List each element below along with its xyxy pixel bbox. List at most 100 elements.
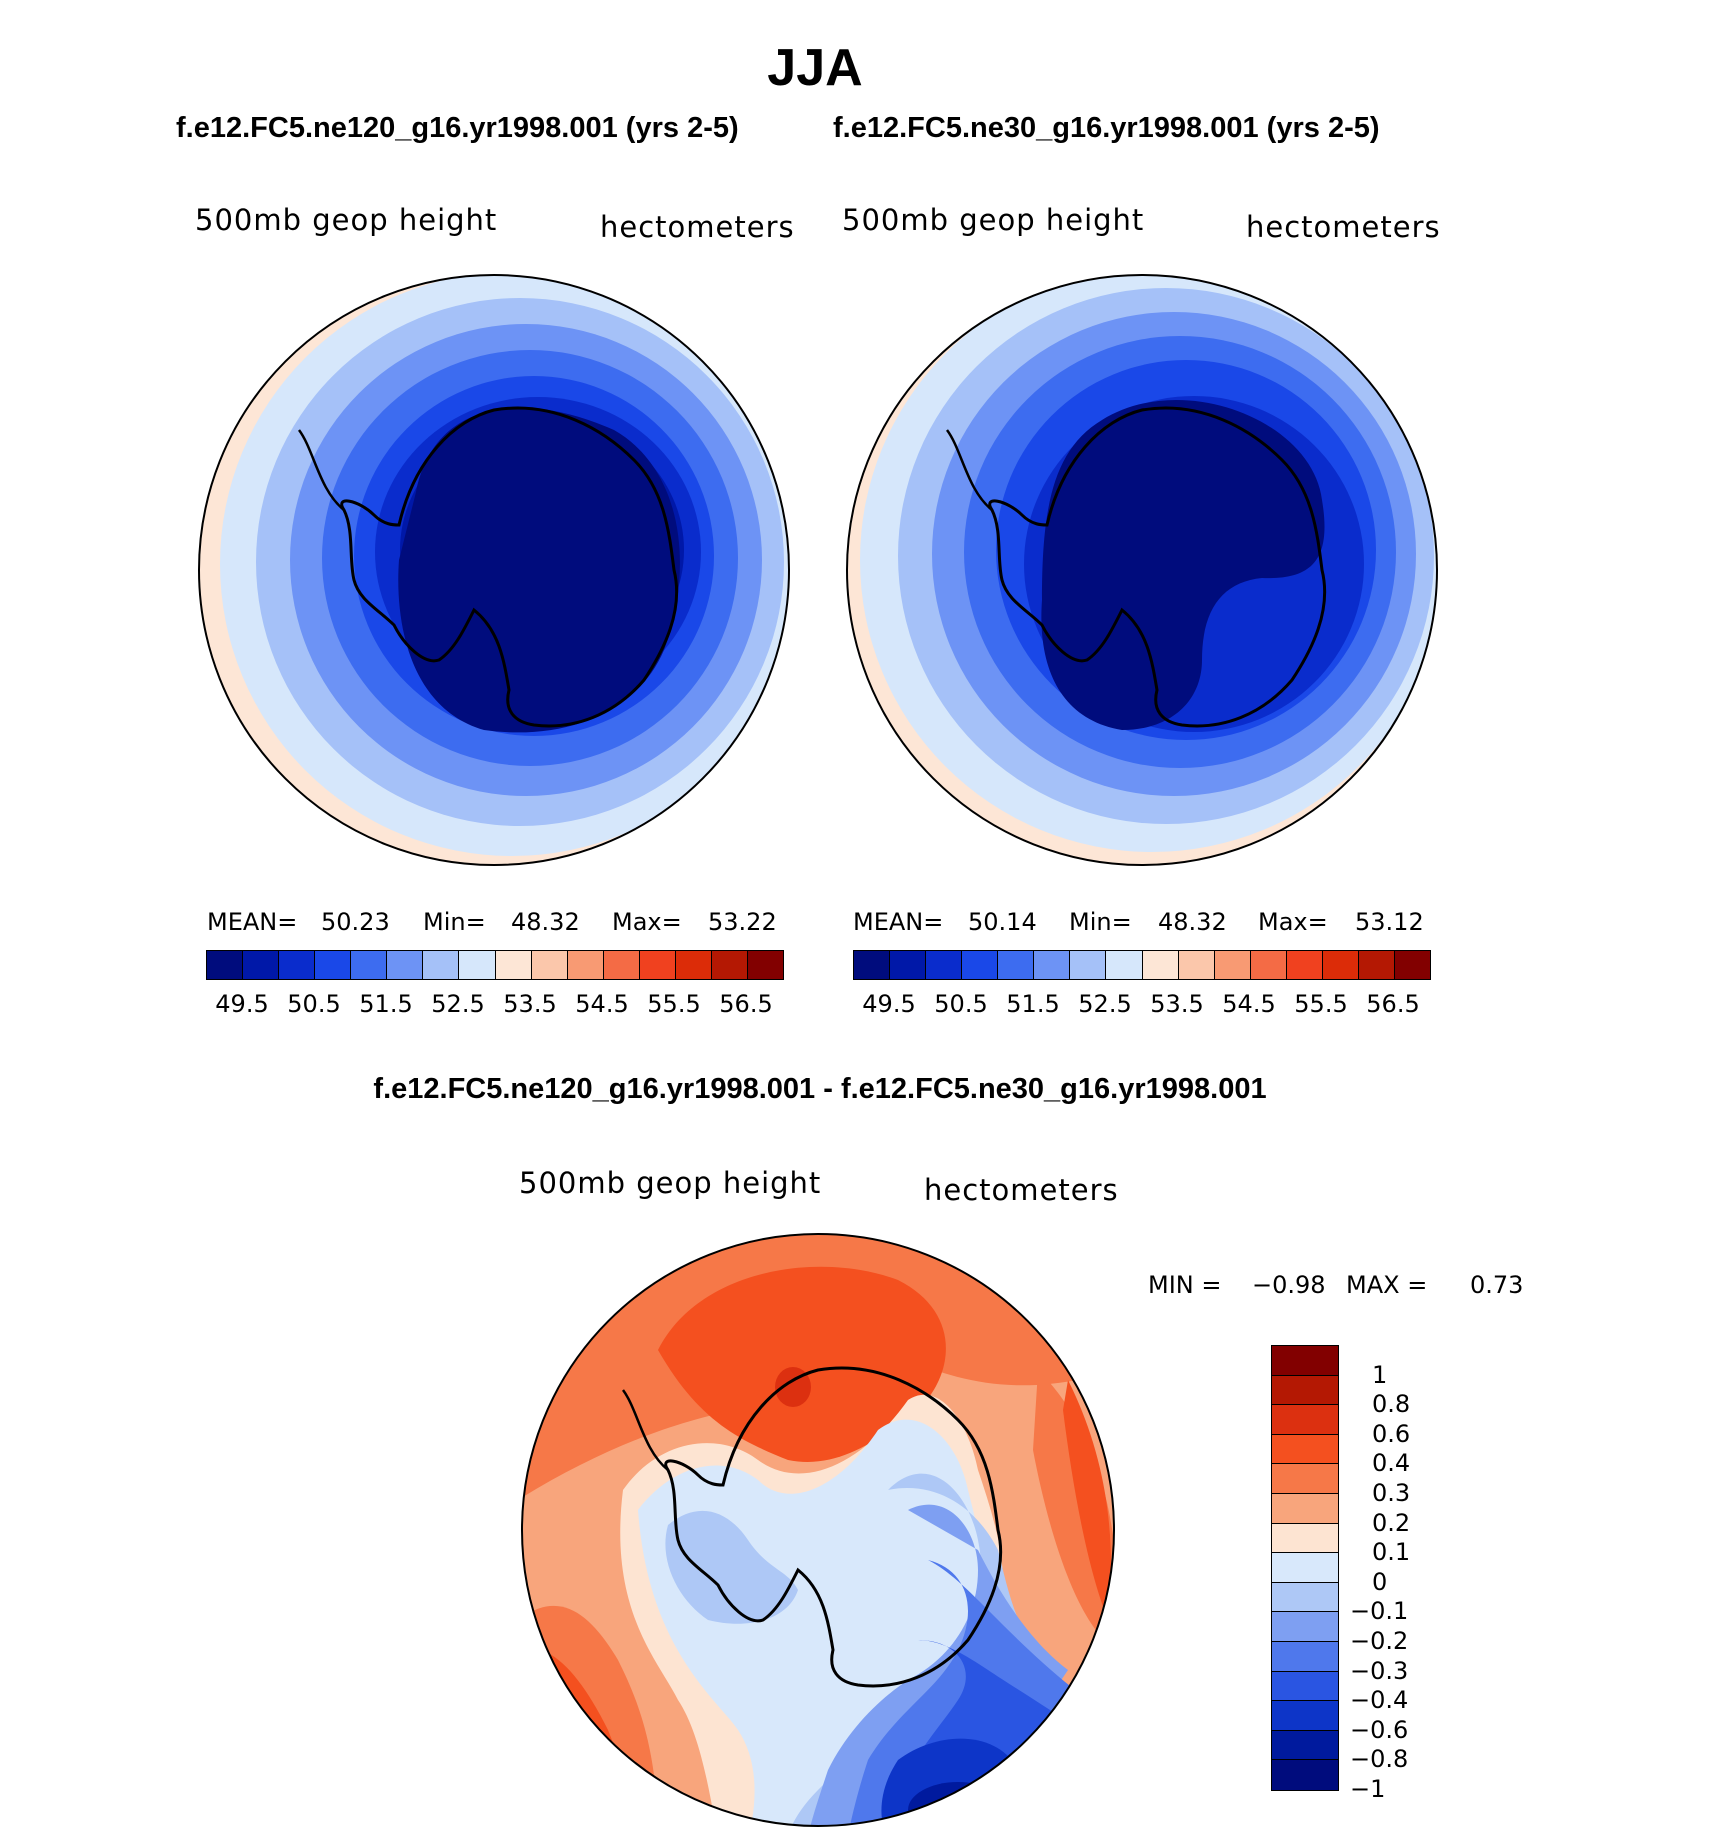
- panel1-max-label: Max=: [612, 908, 682, 936]
- colorbar-swatch: [495, 951, 532, 979]
- colorbar-swatch: [1214, 951, 1251, 979]
- core-region: [1041, 399, 1325, 731]
- colorbar-tick-label: 52.5: [431, 990, 485, 1018]
- colorbar-panel1: [206, 950, 784, 980]
- colorbar-tick-label: 49.5: [862, 990, 916, 1018]
- colorbar-swatch: [459, 951, 496, 979]
- colorbar-tick-label: 50.5: [934, 990, 988, 1018]
- colorbar-tick-label: 0.8: [1372, 1390, 1411, 1419]
- colorbar-panel2: [853, 950, 1431, 980]
- colorbar-swatch: [1250, 951, 1287, 979]
- colorbar-swatch: [1272, 1671, 1338, 1702]
- colorbar-tick-label: −0.1: [1350, 1597, 1409, 1626]
- colorbar-swatch: [351, 951, 388, 979]
- coastline: [988, 406, 1327, 728]
- peninsula: [297, 429, 345, 511]
- colorbar-swatch: [1272, 1641, 1338, 1672]
- colorbar-tick-label: 0.3: [1372, 1479, 1411, 1507]
- colorbar-tick-label: 53.5: [503, 990, 557, 1018]
- colorbar-swatch: [1286, 951, 1323, 979]
- panel1-mean-label: MEAN=: [207, 908, 298, 936]
- colorbar-swatch: [1272, 1464, 1338, 1494]
- colorbar-swatch: [711, 951, 748, 979]
- panel1-run-label: f.e12.FC5.ne120_g16.yr1998.001 (yrs 2-5): [176, 112, 739, 144]
- colorbar-tick-label: 0.6: [1372, 1419, 1411, 1448]
- colorbar-tick-label: 54.5: [1222, 990, 1276, 1018]
- panel1-max-value: 53.22: [708, 908, 777, 936]
- panel2-field-label: 500mb geop height: [842, 203, 1145, 237]
- colorbar-swatch: [243, 951, 280, 979]
- colorbar-swatch: [207, 951, 244, 979]
- coastline: [664, 1366, 1003, 1688]
- panel2-max-label: Max=: [1258, 908, 1328, 936]
- colorbar-swatch: [926, 951, 963, 979]
- panel2-min-label: Min=: [1069, 908, 1132, 936]
- figure-title: JJA: [767, 39, 863, 97]
- colorbar-tick-label: −0.3: [1350, 1656, 1409, 1685]
- diff-field-label: 500mb geop height: [519, 1166, 822, 1200]
- colorbar-tick-label: 0.4: [1372, 1449, 1411, 1478]
- contour: [665, 1510, 798, 1624]
- diff-min-label: MIN =: [1148, 1271, 1222, 1299]
- diff-max-label: MAX =: [1346, 1271, 1428, 1299]
- colorbar-swatch: [639, 951, 676, 979]
- colorbar-tick-label: −0.6: [1350, 1715, 1409, 1744]
- colorbar-tick-label: 1: [1372, 1360, 1388, 1389]
- colorbar-swatch: [315, 951, 352, 979]
- colorbar-swatch: [1272, 1493, 1338, 1524]
- panel1-min-label: Min=: [423, 908, 486, 936]
- panel2-units-label: hectometers: [1246, 210, 1441, 244]
- colorbar-tick-label: 56.5: [719, 990, 773, 1018]
- colorbar-swatch: [747, 951, 783, 979]
- diff-run-label: f.e12.FC5.ne120_g16.yr1998.001 - f.e12.F…: [373, 1073, 1267, 1105]
- colorbar-swatch: [1272, 1730, 1338, 1761]
- contour: [658, 1266, 946, 1462]
- panel1-min-value: 48.32: [511, 908, 580, 936]
- colorbar-tick-label: 51.5: [1006, 990, 1060, 1018]
- map-border: [846, 274, 1438, 866]
- colorbar-tick-label: 53.5: [1150, 990, 1204, 1018]
- colorbar-swatch: [423, 951, 460, 979]
- colorbar-tick-label: 49.5: [215, 990, 269, 1018]
- peninsula: [945, 429, 993, 511]
- colorbar-swatch: [567, 951, 604, 979]
- panel2-run-label: f.e12.FC5.ne30_g16.yr1998.001 (yrs 2-5): [833, 112, 1380, 144]
- colorbar-tick-label: 0: [1372, 1567, 1388, 1596]
- colorbar-swatch: [1272, 1760, 1338, 1790]
- colorbar-tick-label: 51.5: [359, 990, 413, 1018]
- colorbar-tick-label: 56.5: [1366, 990, 1420, 1018]
- panel1-map: [198, 274, 790, 866]
- colorbar-swatch: [1178, 951, 1215, 979]
- panel2-max-value: 53.12: [1355, 908, 1424, 936]
- colorbar-tick-label: −0.4: [1350, 1686, 1409, 1715]
- colorbar-swatch: [279, 951, 316, 979]
- coastline: [340, 406, 679, 728]
- peninsula: [621, 1389, 669, 1471]
- contour: [1063, 1380, 1112, 1620]
- panel2-mean-value: 50.14: [968, 908, 1037, 936]
- colorbar-swatch: [1272, 1434, 1338, 1465]
- colorbar-swatch: [1358, 951, 1395, 979]
- colorbar-diff: [1271, 1345, 1339, 1791]
- colorbar-swatch: [890, 951, 927, 979]
- diff-units-label: hectometers: [924, 1173, 1119, 1207]
- colorbar-swatch: [1142, 951, 1179, 979]
- colorbar-tick-label: −0.2: [1350, 1627, 1409, 1655]
- colorbar-swatch: [603, 951, 640, 979]
- colorbar-swatch: [1272, 1523, 1338, 1554]
- panel1-units-label: hectometers: [600, 210, 795, 244]
- colorbar-tick-label: 55.5: [647, 990, 701, 1018]
- colorbar-tick-label: −0.8: [1350, 1745, 1409, 1774]
- colorbar-swatch: [1272, 1553, 1338, 1583]
- colorbar-swatch: [1272, 1346, 1338, 1376]
- colorbar-swatch: [1272, 1701, 1338, 1731]
- panel2-map: [846, 274, 1438, 866]
- colorbar-swatch: [1272, 1612, 1338, 1642]
- colorbar-swatch: [675, 951, 712, 979]
- colorbar-swatch: [387, 951, 424, 979]
- colorbar-tick-label: 55.5: [1294, 990, 1348, 1018]
- colorbar-swatch: [1322, 951, 1359, 979]
- core-region: [398, 407, 680, 733]
- colorbar-tick-label: 50.5: [287, 990, 341, 1018]
- panel2-min-value: 48.32: [1158, 908, 1227, 936]
